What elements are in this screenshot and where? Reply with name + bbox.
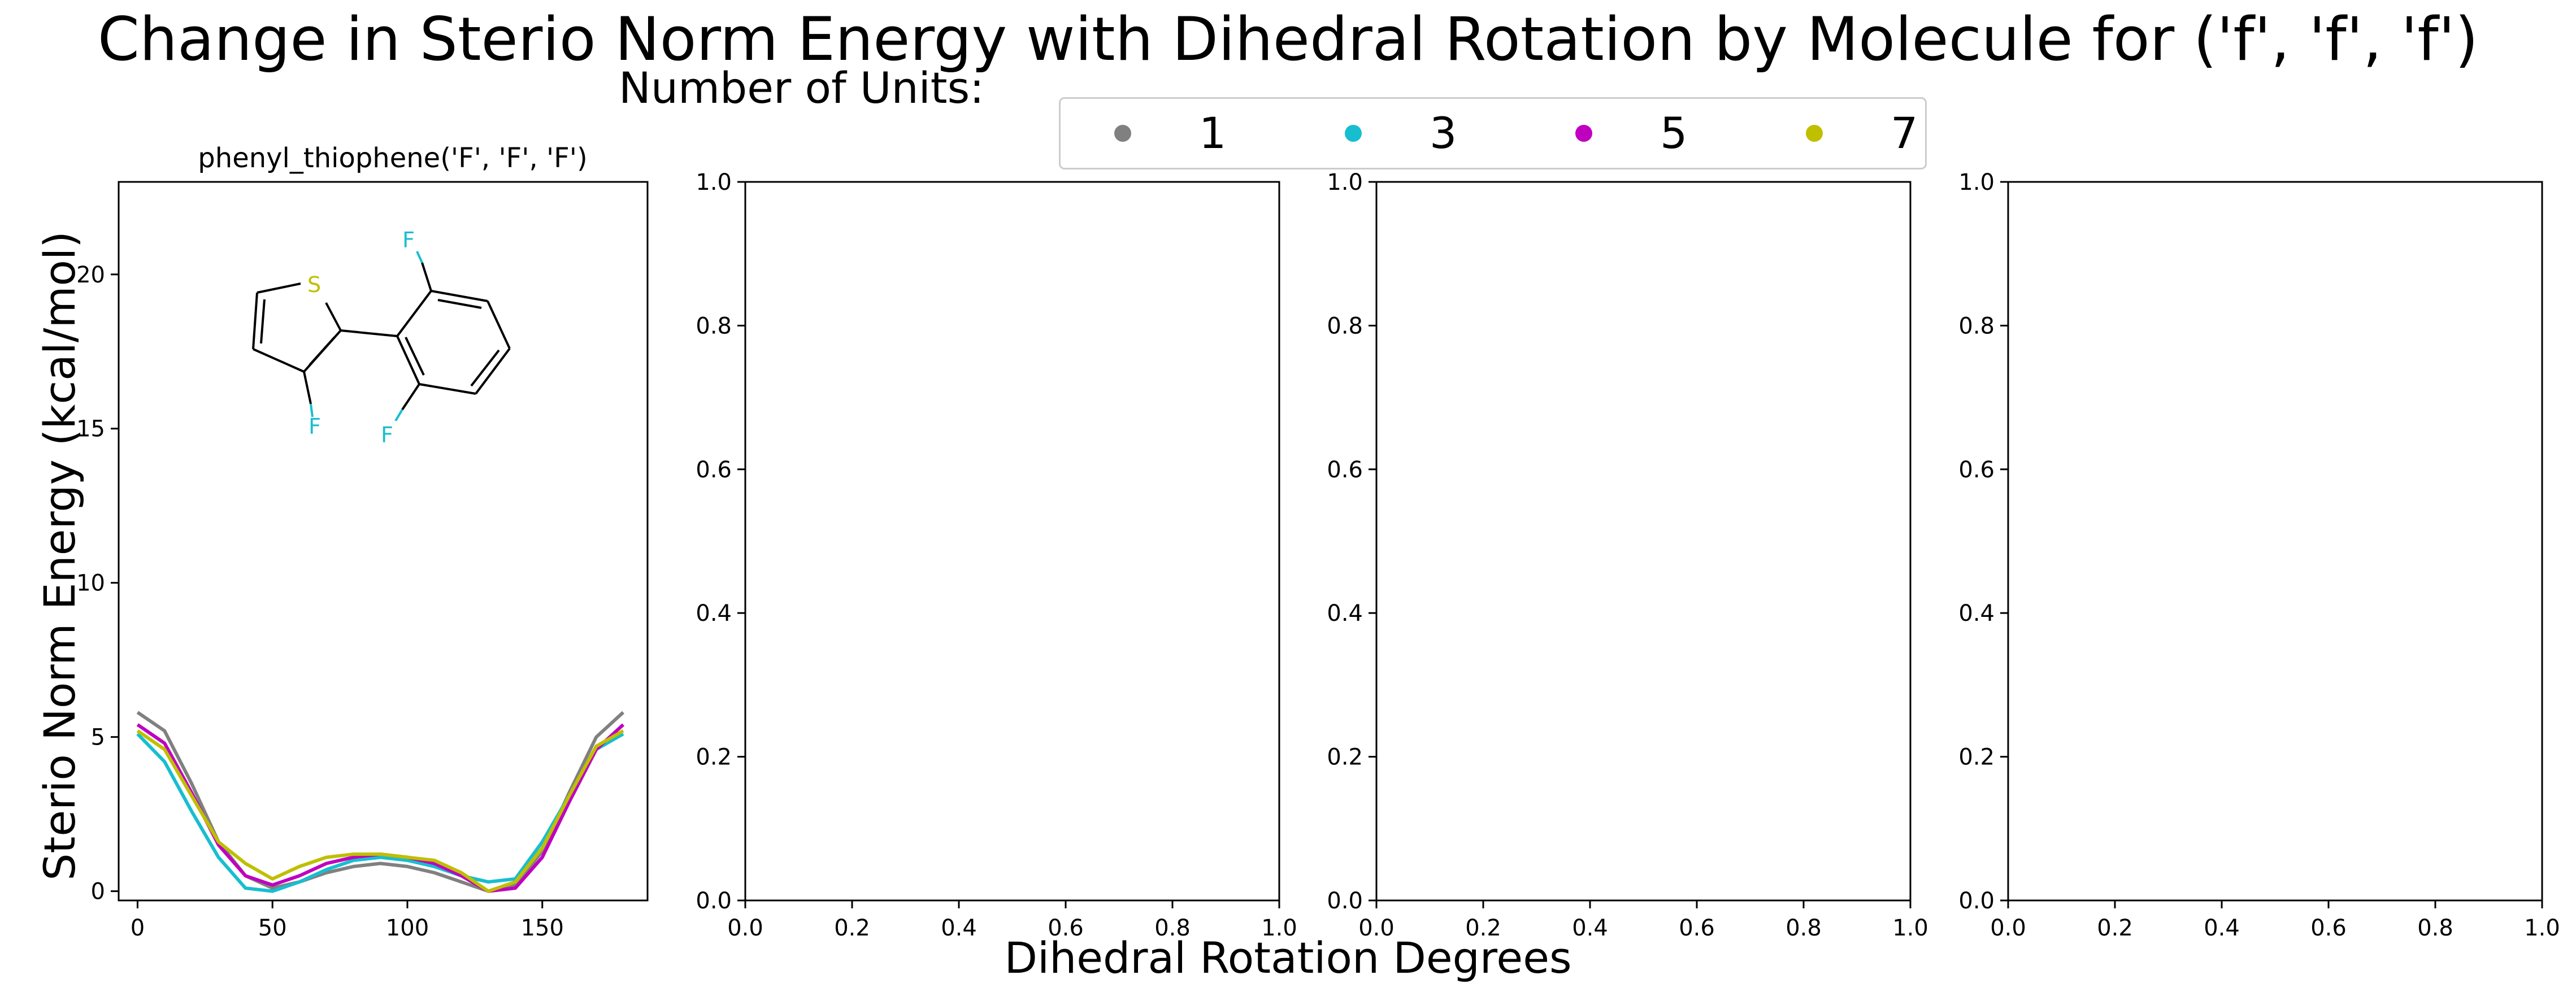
series-line-3-panel-1 xyxy=(136,732,624,893)
series-line-5-panel-1 xyxy=(136,723,625,893)
x-tick-label-3-3: 0.6 xyxy=(1679,915,1715,941)
x-tick-label-4-4: 0.8 xyxy=(2417,915,2453,941)
legend-label-5: 5 xyxy=(1660,108,1688,158)
x-tick-label-3-5: 1.0 xyxy=(1892,915,1928,941)
y-tick-label-3-3: 0.6 xyxy=(1327,457,1363,483)
legend-label-1: 1 xyxy=(1199,108,1227,158)
x-tick-label-1-3: 150 xyxy=(521,915,564,941)
y-tick-label-4-3: 0.6 xyxy=(1958,457,1995,483)
legend-label-3: 3 xyxy=(1430,108,1457,158)
y-tick-label-3-4: 0.8 xyxy=(1327,313,1363,339)
x-tick-label-2-3: 0.6 xyxy=(1048,915,1084,941)
y-tick-label-2-3: 0.6 xyxy=(696,457,732,483)
legend-entry-1: 1 xyxy=(1114,99,1226,168)
y-tick-label-2-4: 0.8 xyxy=(696,313,732,339)
y-tick-label-1-3: 15 xyxy=(76,416,105,442)
plot-frame-2 xyxy=(744,181,1280,902)
y-tick-label-3-0: 0.0 xyxy=(1327,888,1363,914)
x-tick-label-3-0: 0.0 xyxy=(1358,915,1395,941)
x-tick-label-4-1: 0.2 xyxy=(2097,915,2133,941)
y-tick-label-1-2: 10 xyxy=(76,571,105,597)
y-tick-label-4-4: 0.8 xyxy=(1958,313,1995,339)
y-tick-label-2-5: 1.0 xyxy=(696,169,732,195)
legend-marker-3 xyxy=(1345,125,1362,142)
y-tick-label-1-4: 20 xyxy=(76,262,105,288)
y-tick-label-4-1: 0.2 xyxy=(1958,745,1995,771)
legend: 1 3 5 7 xyxy=(1059,97,1927,169)
plot-frame-4 xyxy=(2007,181,2543,902)
series-line-1-panel-1 xyxy=(136,711,625,893)
y-tick-label-3-2: 0.4 xyxy=(1327,600,1363,626)
y-tick-label-2-1: 0.2 xyxy=(696,745,732,771)
x-tick-label-2-4: 0.8 xyxy=(1154,915,1191,941)
x-tick-label-3-2: 0.4 xyxy=(1572,915,1608,941)
y-tick-label-2-0: 0.0 xyxy=(696,888,732,914)
x-tick-label-2-5: 1.0 xyxy=(1261,915,1297,941)
y-tick-label-3-5: 1.0 xyxy=(1327,169,1363,195)
molecule-atom-f-thiophene: F xyxy=(309,414,321,439)
legend-marker-7 xyxy=(1806,125,1823,142)
x-axis-label: Dihedral Rotation Degrees xyxy=(1004,933,1572,983)
x-tick-label-1-0: 0 xyxy=(131,915,145,941)
legend-entry-3: 3 xyxy=(1345,99,1457,168)
y-tick-label-3-1: 0.2 xyxy=(1327,745,1363,771)
subplot-1-title: phenyl_thiophene('F', 'F', 'F') xyxy=(198,142,588,174)
legend-label-7: 7 xyxy=(1891,108,1918,158)
y-tick-label-1-0: 0 xyxy=(91,879,105,905)
x-tick-label-4-2: 0.4 xyxy=(2204,915,2240,941)
x-tick-label-1-1: 50 xyxy=(258,915,287,941)
molecule-structure-image xyxy=(252,251,511,422)
x-tick-label-2-2: 0.4 xyxy=(941,915,977,941)
y-axis-label: Sterio Norm Energy (kcal/mol) xyxy=(34,231,85,881)
y-tick-label-1-1: 5 xyxy=(91,725,105,751)
x-tick-label-4-3: 0.6 xyxy=(2310,915,2347,941)
y-tick-label-4-0: 0.0 xyxy=(1958,888,1995,914)
y-tick-label-2-2: 0.4 xyxy=(696,600,732,626)
legend-marker-1 xyxy=(1114,125,1131,142)
y-tick-label-4-5: 1.0 xyxy=(1958,169,1995,195)
x-tick-label-3-1: 0.2 xyxy=(1465,915,1501,941)
x-tick-label-3-4: 0.8 xyxy=(1786,915,1822,941)
molecule-atom-f-bottom: F xyxy=(381,423,393,447)
x-tick-label-4-0: 0.0 xyxy=(1990,915,2026,941)
x-tick-label-4-5: 1.0 xyxy=(2524,915,2560,941)
plot-frame-3 xyxy=(1375,181,1912,902)
x-tick-label-2-0: 0.0 xyxy=(727,915,763,941)
y-tick-label-4-2: 0.4 xyxy=(1958,600,1995,626)
legend-entry-7: 7 xyxy=(1806,99,1918,168)
legend-title: Number of Units: xyxy=(619,63,984,113)
molecule-atom-f-top: F xyxy=(402,228,415,253)
molecule-atom-s: S xyxy=(307,272,321,297)
legend-marker-5 xyxy=(1575,125,1592,142)
x-tick-label-2-1: 0.2 xyxy=(834,915,870,941)
plot-frame-1 xyxy=(118,181,649,902)
legend-entry-5: 5 xyxy=(1575,99,1687,168)
series-line-7-panel-1 xyxy=(136,729,624,893)
figure-title: Change in Sterio Norm Energy with Dihedr… xyxy=(97,5,2479,74)
x-tick-label-1-2: 100 xyxy=(386,915,429,941)
